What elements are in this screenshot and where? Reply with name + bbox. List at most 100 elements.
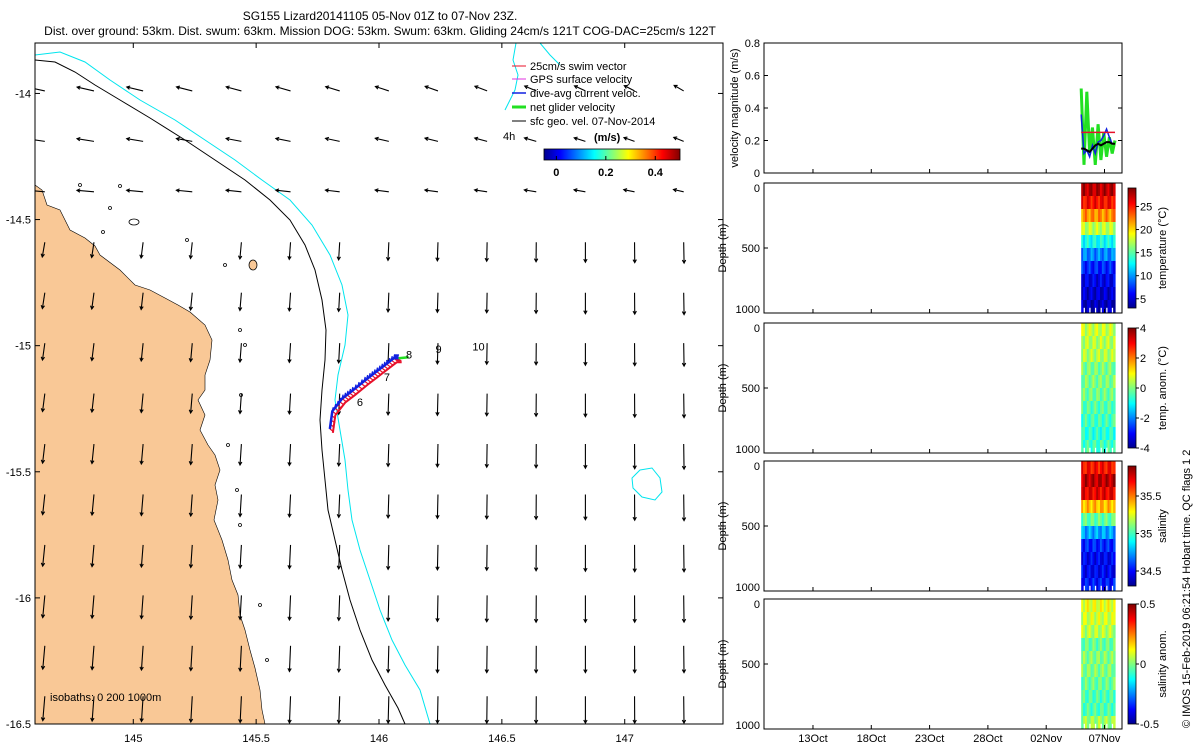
profile-cell — [1086, 539, 1090, 552]
sfc-geo-arrow — [175, 136, 193, 142]
profile-cell — [1083, 235, 1086, 248]
profile-cell — [1111, 401, 1114, 414]
profile-cell — [1101, 513, 1105, 526]
profile-cell — [1096, 300, 1099, 313]
profile-cell — [1083, 599, 1086, 612]
sfc-geo-arrow — [287, 444, 292, 467]
profile-cell — [1103, 716, 1107, 729]
profile-cell — [1105, 183, 1109, 196]
profile-cell — [1084, 526, 1088, 539]
sfc-geo-arrow — [238, 696, 243, 724]
sfc-geo-arrow — [533, 494, 539, 521]
profile-cell — [1098, 183, 1101, 196]
sfc-geo-arrow — [473, 188, 488, 193]
profile-cell — [1088, 716, 1092, 724]
profile-colorbar — [1127, 603, 1137, 725]
profile-cell — [1088, 427, 1092, 440]
profile-cell — [1094, 539, 1097, 552]
profile-cell — [1086, 716, 1090, 729]
profile-cell — [1096, 461, 1099, 474]
profile-cell — [1113, 651, 1116, 664]
profile-cell — [1086, 599, 1090, 612]
profile-cell — [1088, 248, 1092, 261]
profile-cell — [1081, 651, 1084, 664]
profile-cell — [1113, 513, 1116, 526]
profile-cell — [1098, 287, 1101, 300]
profile-cell — [1096, 552, 1099, 565]
sfc-geo-arrow — [435, 444, 440, 468]
colorbar-label: salinity — [1157, 509, 1169, 543]
profile-cell — [1098, 440, 1101, 453]
colorbar-tick-label: -2 — [1140, 413, 1150, 425]
profile-cell — [1099, 287, 1103, 300]
profile-cell — [1083, 526, 1086, 539]
profile-cell — [1103, 625, 1107, 638]
profile-cell — [1090, 703, 1094, 716]
profile-cell — [1099, 183, 1103, 196]
track-day-label: 9 — [436, 344, 442, 356]
profile-cell — [1092, 677, 1095, 690]
sfc-geo-arrow — [336, 292, 341, 313]
profile-cell — [1090, 440, 1094, 453]
profile-cell — [1105, 274, 1109, 287]
profile-cell — [1101, 209, 1105, 222]
sfc-geo-arrow — [681, 444, 687, 471]
profile-cell — [1099, 664, 1103, 677]
sfc-geo-arrow — [90, 696, 95, 723]
profile-cell — [1107, 487, 1110, 500]
sfc-geo-arrow — [90, 443, 95, 465]
sfc-geo-arrow — [287, 696, 292, 724]
time-tick-label: 28Oct — [973, 733, 1002, 745]
profile-cell — [1109, 461, 1112, 474]
profile-cell — [1113, 474, 1116, 487]
profile-cell — [1113, 500, 1116, 513]
sfc-geo-arrow — [238, 494, 243, 518]
profile-ytick-label: 500 — [742, 243, 760, 255]
profile-cell — [1081, 638, 1084, 651]
sfc-geo-arrow — [40, 696, 46, 722]
profile-cell — [1111, 500, 1114, 513]
profile-cell — [1084, 209, 1088, 222]
profile-cell — [1088, 677, 1092, 690]
profile-cell — [1107, 300, 1110, 313]
profile-cell — [1086, 222, 1090, 235]
profile-cell — [1107, 375, 1110, 388]
colorbar-tick-label: 0 — [1140, 659, 1146, 671]
profile-cell — [1107, 461, 1110, 474]
profile-cell — [1086, 612, 1090, 625]
sfc-geo-arrow — [385, 242, 391, 262]
profile-cell — [1111, 578, 1114, 586]
profile-cell — [1096, 401, 1099, 414]
profile-cell — [1084, 401, 1088, 414]
profile-cell — [1098, 599, 1101, 612]
sfc-geo-velocity-arrows — [35, 84, 687, 724]
sfc-geo-arrow — [523, 188, 537, 193]
sfc-geo-arrow — [188, 242, 193, 260]
profile-cell — [1094, 513, 1097, 526]
profile-cell — [1088, 336, 1092, 349]
profile-cell — [1096, 500, 1099, 513]
profile-cell — [1113, 235, 1116, 248]
profile-cell — [1096, 427, 1099, 440]
profile-cell — [1101, 599, 1105, 612]
map-legend: 25cm/s swim vector GPS surface velocity … — [503, 61, 655, 143]
profile-cell — [1086, 526, 1090, 539]
profile-cell — [1109, 677, 1112, 690]
profile-cell — [1113, 274, 1116, 287]
profile-ytick-label: 0 — [754, 461, 760, 473]
profile-cell — [1101, 196, 1105, 209]
profile-cell — [1081, 427, 1084, 440]
profile-cell — [1092, 300, 1095, 313]
sfc-geo-arrow — [484, 696, 489, 724]
profile-cell — [1084, 222, 1088, 235]
profile-cell — [1088, 323, 1092, 336]
sfc-geo-arrow — [125, 136, 144, 142]
profile-cell — [1099, 414, 1103, 427]
profile-cell — [1090, 362, 1094, 375]
profile-cell — [1103, 513, 1107, 526]
profile-cell — [1090, 474, 1094, 487]
profile-cell — [1099, 196, 1103, 209]
profile-cell — [1107, 209, 1110, 222]
sfc-geo-arrow — [40, 393, 46, 413]
profile-cell — [1109, 651, 1112, 664]
